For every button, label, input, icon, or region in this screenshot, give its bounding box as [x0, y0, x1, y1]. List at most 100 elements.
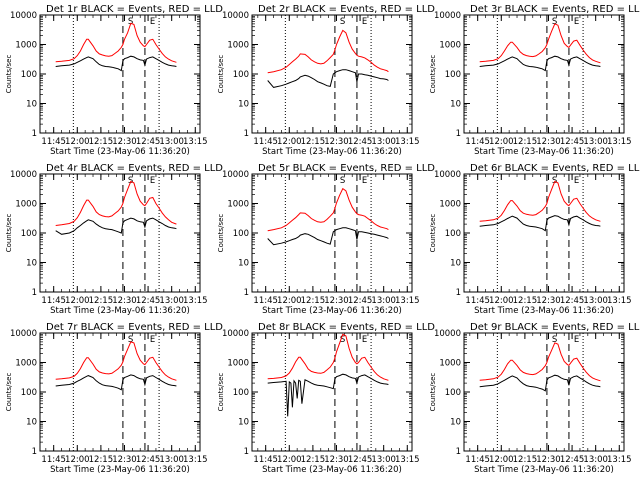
- x-tick-label: 11:45: [253, 296, 278, 306]
- x-tick-label: 12:15: [513, 296, 538, 306]
- marker-label-s: S: [128, 17, 133, 27]
- x-tick-label: 13:00: [159, 296, 184, 306]
- y-tick-label: 10: [450, 418, 461, 428]
- lld-series-line: [55, 180, 177, 226]
- x-tick-label: 13:00: [583, 296, 608, 306]
- x-axis-title: Start Time (23-May-06 11:36:20): [50, 306, 190, 316]
- detector-panel-8: Det 8r BLACK = Events, RED = LLD 1 10 100 10…: [217, 322, 435, 475]
- y-tick-label: 1000: [15, 359, 37, 369]
- y-tick-label: 100: [233, 70, 249, 80]
- marker-label-e: E: [150, 17, 155, 27]
- x-tick-label: 13:15: [183, 137, 208, 147]
- y-axis-title: Counts/sec: [429, 55, 437, 94]
- x-tick-label: 12:45: [348, 296, 373, 306]
- plot-frame: [39, 14, 201, 134]
- x-tick-label: 12:00: [277, 455, 302, 465]
- y-tick-label: 10000: [10, 11, 37, 21]
- detector-panel-9: Det 9r BLACK = Events, RED = LLD 1 10 100 10…: [429, 322, 640, 475]
- x-tick-label: 12:30: [324, 455, 349, 465]
- marker-label-e: E: [362, 176, 367, 186]
- y-axis-title: Counts/sec: [429, 214, 437, 253]
- y-tick-label: 100: [21, 70, 37, 80]
- y-tick-label: 10000: [222, 170, 249, 180]
- y-axis-title: Counts/sec: [5, 55, 13, 94]
- detector-panel-6: Det 6r BLACK = Events, RED = LLD 1 10 100 10…: [429, 163, 640, 316]
- plot-frame: [251, 332, 413, 452]
- x-tick-label: 13:15: [607, 296, 632, 306]
- y-tick-label: 10000: [434, 11, 461, 21]
- detector-panel-7: Det 7r BLACK = Events, RED = LLD 1 10 100 10…: [5, 322, 223, 475]
- x-tick-label: 12:45: [560, 455, 585, 465]
- x-tick-label: 12:15: [301, 296, 326, 306]
- y-tick-label: 1: [32, 288, 37, 298]
- panel-title: Det 3r BLACK = Events, RED = LLD: [470, 4, 640, 15]
- y-tick-label: 10: [238, 100, 249, 110]
- y-tick-label: 10000: [222, 329, 249, 339]
- x-axis-title: Start Time (23-May-06 11:36:20): [262, 306, 402, 316]
- x-tick-label: 12:45: [136, 296, 161, 306]
- lld-series-line: [55, 341, 177, 381]
- events-series-line: [55, 217, 177, 235]
- y-tick-label: 10000: [434, 170, 461, 180]
- y-tick-label: 10: [450, 259, 461, 269]
- x-axis-title: Start Time (23-May-06 11:36:20): [50, 465, 190, 475]
- y-tick-label: 10: [26, 259, 37, 269]
- detector-panel-3: Det 3r BLACK = Events, RED = LLD 1 10 100 10…: [429, 4, 640, 157]
- plot-frame: [251, 14, 413, 134]
- panel-title: Det 9r BLACK = Events, RED = LLD: [470, 322, 640, 333]
- y-tick-label: 100: [233, 229, 249, 239]
- panel-title: Det 5r BLACK = Events, RED = LLD: [258, 163, 435, 174]
- x-tick-label: 12:00: [489, 455, 514, 465]
- lld-series-line: [479, 342, 601, 382]
- x-tick-label: 12:00: [65, 455, 90, 465]
- x-tick-label: 12:30: [536, 296, 561, 306]
- panel-title: Det 6r BLACK = Events, RED = LLD: [470, 163, 640, 174]
- y-tick-label: 100: [445, 229, 461, 239]
- plot-frame: [251, 173, 413, 293]
- plot-frame: [463, 332, 625, 452]
- y-tick-label: 1: [456, 129, 461, 139]
- plot-frame: [39, 332, 201, 452]
- x-tick-label: 13:15: [607, 455, 632, 465]
- y-axis-title: Counts/sec: [217, 55, 225, 94]
- y-tick-label: 1000: [227, 41, 249, 51]
- x-tick-label: 11:45: [465, 296, 490, 306]
- y-tick-label: 10: [238, 418, 249, 428]
- y-tick-label: 1000: [439, 200, 461, 210]
- y-tick-label: 1000: [227, 200, 249, 210]
- panel-title: Det 8r BLACK = Events, RED = LLD: [258, 322, 435, 333]
- panel-title: Det 7r BLACK = Events, RED = LLD: [46, 322, 223, 333]
- x-tick-label: 11:45: [41, 137, 66, 147]
- x-tick-label: 11:45: [253, 455, 278, 465]
- lld-series-line: [267, 333, 389, 381]
- x-tick-label: 11:45: [465, 455, 490, 465]
- marker-label-e: E: [574, 176, 579, 186]
- x-tick-label: 13:15: [395, 296, 420, 306]
- marker-label-s: S: [552, 335, 557, 345]
- x-tick-label: 12:00: [489, 137, 514, 147]
- x-axis-title: Start Time (23-May-06 11:36:20): [474, 306, 614, 316]
- marker-label-e: E: [362, 17, 367, 27]
- x-tick-label: 12:00: [277, 137, 302, 147]
- x-tick-label: 12:15: [301, 137, 326, 147]
- x-tick-label: 12:15: [89, 455, 114, 465]
- y-tick-label: 10: [26, 418, 37, 428]
- x-tick-label: 13:15: [183, 455, 208, 465]
- y-axis-title: Counts/sec: [429, 373, 437, 412]
- marker-label-e: E: [362, 335, 367, 345]
- x-tick-label: 12:15: [301, 455, 326, 465]
- x-axis-title: Start Time (23-May-06 11:36:20): [50, 147, 190, 157]
- y-axis-title: Counts/sec: [217, 373, 225, 412]
- y-tick-label: 10: [450, 100, 461, 110]
- x-tick-label: 12:00: [489, 296, 514, 306]
- y-tick-label: 1: [244, 447, 249, 457]
- y-tick-label: 100: [21, 229, 37, 239]
- marker-label-s: S: [340, 335, 345, 345]
- plot-frame: [463, 173, 625, 293]
- x-tick-label: 12:30: [112, 455, 137, 465]
- x-tick-label: 13:00: [583, 455, 608, 465]
- x-tick-label: 13:00: [371, 455, 396, 465]
- y-tick-label: 1000: [15, 200, 37, 210]
- x-axis-title: Start Time (23-May-06 11:36:20): [262, 465, 402, 475]
